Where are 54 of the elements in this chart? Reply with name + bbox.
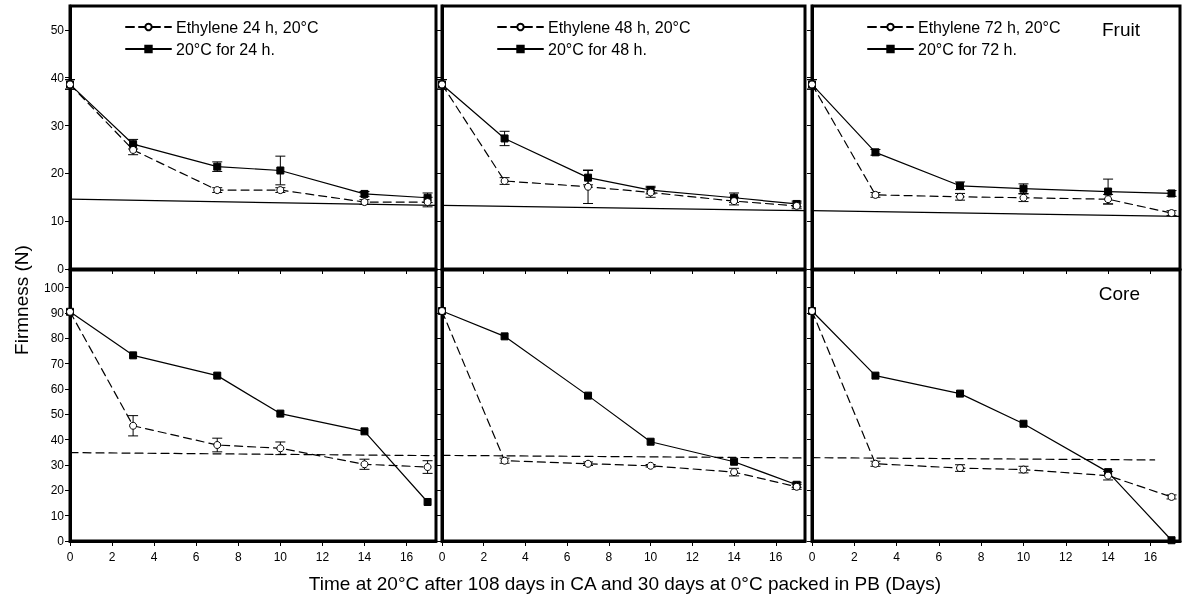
x-tick-label: 14 [357, 550, 372, 564]
y-tick-label: 50 [50, 22, 65, 37]
legend-label: Ethylene 48 h, 20°C [548, 18, 691, 36]
x-tick-label: 6 [563, 550, 571, 564]
x-tick-label: 4 [150, 550, 158, 564]
y-tick-label: 10 [50, 508, 65, 523]
y-tick-label: 30 [50, 118, 65, 133]
y-axis-title: Firmness (N) [11, 245, 33, 355]
annotation: Core [1098, 283, 1141, 304]
y-tick-label: 30 [50, 458, 65, 473]
x-tick-label: 16 [399, 550, 414, 564]
x-tick-label: 2 [108, 550, 116, 564]
x-tick-label: 0 [808, 550, 816, 564]
y-tick-label: 90 [50, 306, 65, 321]
x-tick-label: 10 [643, 550, 658, 564]
y-tick-label: 0 [57, 534, 65, 548]
y-tick-label: 80 [50, 331, 65, 346]
x-tick-label: 12 [315, 550, 330, 564]
x-tick-label: 10 [1016, 550, 1031, 564]
x-tick-label: 12 [685, 550, 700, 564]
x-tick-label: 16 [769, 550, 783, 564]
x-tick-label: 16 [1143, 550, 1158, 564]
y-tick-label: 10 [50, 214, 65, 229]
x-tick-label: 12 [1059, 550, 1073, 564]
x-tick-label: 14 [1101, 550, 1116, 564]
x-tick-label: 14 [727, 550, 742, 564]
x-tick-label: 0 [66, 550, 74, 564]
legend-label: Ethylene 24 h, 20°C [176, 18, 319, 36]
y-tick-label: 40 [50, 70, 65, 85]
legend-label: Ethylene 72 h, 20°C [918, 18, 1061, 36]
x-tick-label: 2 [480, 550, 488, 564]
x-axis-title: Time at 20°C after 108 days in CA and 30 days at 0°C packed in PB (Days) [308, 573, 942, 595]
y-tick-label: 20 [50, 483, 65, 498]
x-tick-label: 6 [935, 550, 943, 564]
y-tick-label: 0 [57, 262, 65, 276]
y-tick-label: 20 [50, 166, 65, 181]
x-tick-label: 8 [977, 550, 985, 564]
y-tick-label: 50 [50, 407, 65, 422]
y-tick-label: 40 [50, 432, 65, 447]
x-tick-label: 2 [850, 550, 858, 564]
x-tick-label: 6 [192, 550, 200, 564]
x-tick-label: 8 [605, 550, 613, 564]
legend-label: 20°C for 48 h. [548, 40, 647, 58]
x-tick-label: 4 [893, 550, 901, 564]
annotation: Fruit [1102, 19, 1141, 40]
x-tick-label: 8 [234, 550, 242, 564]
legend-label: 20°C for 72 h. [918, 40, 1017, 58]
legend-label: 20°C for 24 h. [176, 40, 275, 58]
y-tick-label: 60 [50, 382, 65, 397]
y-tick-label: 100 [43, 280, 65, 295]
x-tick-label: 0 [438, 550, 446, 564]
x-tick-label: 4 [522, 550, 530, 564]
x-tick-label: 10 [273, 550, 288, 564]
y-tick-label: 70 [50, 356, 65, 371]
